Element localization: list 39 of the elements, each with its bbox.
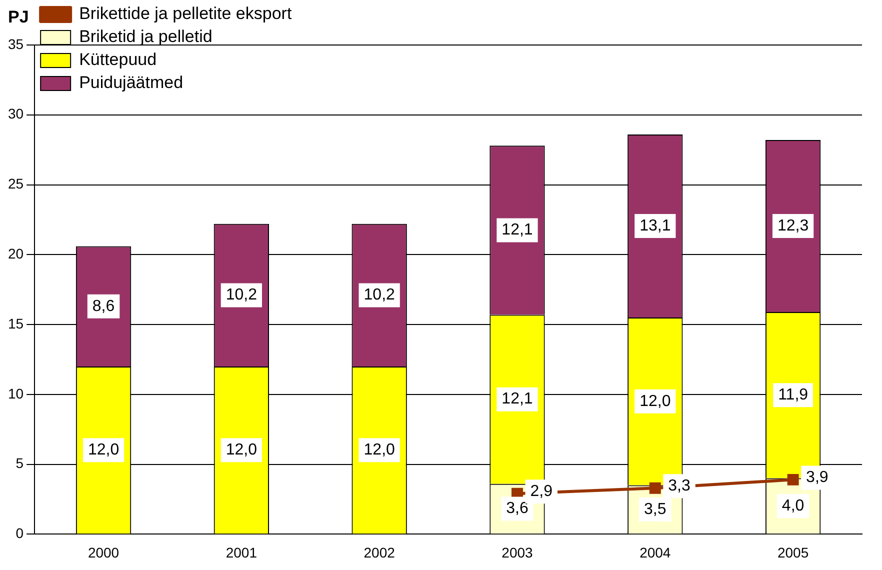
x-tick-label: 2002 <box>364 544 396 560</box>
data-label: 3,3 <box>668 477 690 494</box>
data-label: 3,5 <box>644 500 666 518</box>
data-label: 2,9 <box>530 483 553 500</box>
data-label: 8,6 <box>92 298 115 315</box>
x-tick-label: 2005 <box>777 544 809 560</box>
data-label: 11,9 <box>778 386 808 404</box>
data-label: 3,9 <box>806 469 828 486</box>
y-tick-label: 30 <box>8 106 24 122</box>
data-label: 12,0 <box>226 441 258 458</box>
y-tick-label: 35 <box>8 36 24 52</box>
data-label: 12,3 <box>777 217 809 234</box>
data-label: 12,0 <box>364 441 396 458</box>
point <box>649 482 661 494</box>
x-tick-label: 2003 <box>502 544 534 560</box>
data-label: 10,2 <box>226 286 258 304</box>
y-tick-label: 25 <box>8 176 24 192</box>
data-label: 12,1 <box>502 222 533 239</box>
y-tick-label: 0 <box>16 525 24 542</box>
data-label: 12,0 <box>88 441 120 458</box>
legend-label: Puidujäätmed <box>79 73 184 92</box>
data-label: 3,6 <box>506 500 528 518</box>
data-label: 4,0 <box>782 497 804 514</box>
data-label: 10,2 <box>364 286 396 304</box>
legend-label: Briketid ja pelletid <box>79 27 212 46</box>
y-axis-title: PJ <box>8 8 29 27</box>
point <box>787 474 799 486</box>
x-tick-label: 2001 <box>226 544 258 560</box>
x-tick-label: 2000 <box>88 544 120 560</box>
data-label: 13,1 <box>640 217 671 234</box>
y-tick-label: 20 <box>8 246 24 262</box>
y-tick-label: 5 <box>16 455 24 472</box>
data-label: 12,1 <box>502 390 533 408</box>
y-tick-label: 10 <box>8 385 24 402</box>
y-tick-label: 15 <box>8 315 24 332</box>
legend-label: Brikettide ja pelletite eksport <box>79 4 292 24</box>
legend-label: Küttepuud <box>79 50 157 70</box>
data-label: 12,0 <box>640 392 671 410</box>
x-tick-label: 2004 <box>640 544 671 560</box>
